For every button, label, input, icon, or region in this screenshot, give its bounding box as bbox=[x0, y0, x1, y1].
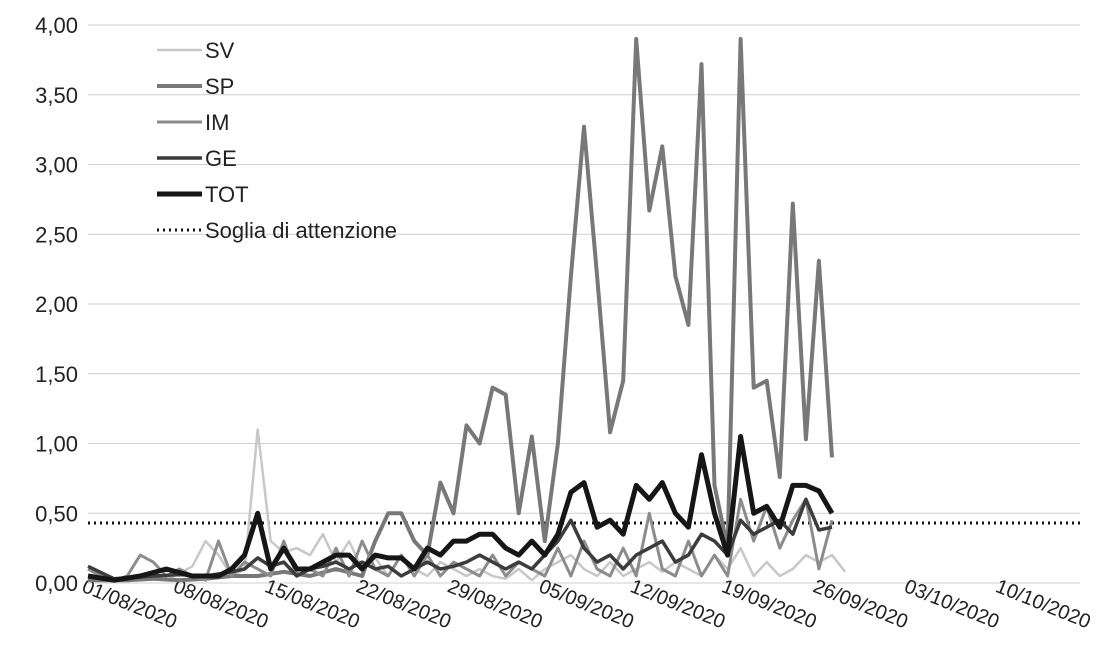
x-tick-label: 29/08/2020 bbox=[444, 575, 545, 633]
y-axis: 0,00 0,50 1,00 1,50 2,00 2,50 3,00 3,50 4,00 bbox=[35, 13, 78, 596]
x-tick-label: 08/08/2020 bbox=[170, 575, 271, 633]
series-line-ge bbox=[87, 497, 833, 581]
legend-label: SV bbox=[205, 38, 235, 63]
x-tick-label: 01/08/2020 bbox=[79, 575, 180, 633]
legend: SV SP IM GE TOT Soglia di attenzione bbox=[157, 38, 397, 243]
legend-label: TOT bbox=[205, 182, 249, 207]
legend-label: IM bbox=[205, 110, 229, 135]
x-tick-label: 15/08/2020 bbox=[262, 575, 363, 633]
x-axis: 01/08/202008/08/202015/08/202022/08/2020… bbox=[79, 575, 1094, 633]
series-layer bbox=[87, 37, 847, 583]
y-tick-label: 3,50 bbox=[35, 83, 78, 108]
y-tick-label: 0,00 bbox=[35, 571, 78, 596]
y-tick-label: 0,50 bbox=[35, 501, 78, 526]
x-tick-label: 12/09/2020 bbox=[627, 575, 728, 633]
y-tick-label: 3,00 bbox=[35, 153, 78, 178]
y-tick-label: 2,00 bbox=[35, 292, 78, 317]
x-tick-label: 26/09/2020 bbox=[810, 575, 911, 633]
gridlines bbox=[88, 24, 1080, 584]
x-tick-label: 19/09/2020 bbox=[718, 575, 819, 633]
y-tick-label: 2,50 bbox=[35, 222, 78, 247]
x-tick-label: 05/09/2020 bbox=[536, 575, 637, 633]
series-line-tot bbox=[87, 434, 835, 583]
y-tick-label: 1,00 bbox=[35, 432, 78, 457]
y-tick-label: 1,50 bbox=[35, 362, 78, 387]
y-tick-label: 4,00 bbox=[35, 13, 78, 38]
x-tick-label: 03/10/2020 bbox=[901, 575, 1002, 633]
x-tick-label: 10/10/2020 bbox=[993, 575, 1094, 633]
series-line-sp bbox=[88, 37, 834, 583]
legend-label: GE bbox=[205, 146, 237, 171]
legend-label: Soglia di attenzione bbox=[205, 218, 397, 243]
legend-label: SP bbox=[205, 74, 234, 99]
x-tick-label: 22/08/2020 bbox=[353, 575, 454, 633]
